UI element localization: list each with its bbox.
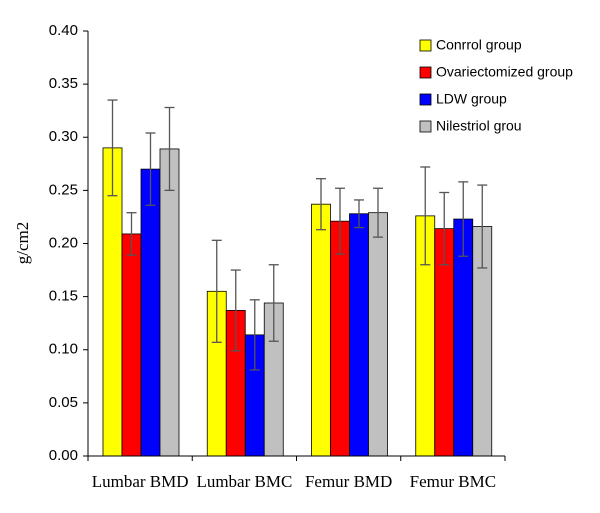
legend-swatch-2 xyxy=(419,66,432,79)
y-tick-label-2: 0.10 xyxy=(49,341,78,358)
legend-label-3: LDW group xyxy=(436,91,507,107)
category-label-4: Femur BMC xyxy=(410,472,496,491)
error-bar-3-2 xyxy=(249,299,260,371)
bar-1-3 xyxy=(311,203,331,457)
bars-layer xyxy=(102,147,493,457)
y-axis-title: g/cm2 xyxy=(13,222,32,265)
error-bar-4-3 xyxy=(373,187,383,238)
y-tick-label-3: 0.15 xyxy=(49,288,78,305)
error-bar-1-4 xyxy=(420,166,431,266)
error-bar-3-1 xyxy=(145,132,156,206)
legend-swatch-3 xyxy=(419,93,432,106)
error-bar-4-4 xyxy=(477,184,488,269)
error-bar-2-1 xyxy=(126,212,137,256)
error-bar-3-3 xyxy=(354,199,364,229)
category-label-3: Femur BMD xyxy=(305,472,392,491)
bar-4-3 xyxy=(368,212,388,457)
bar-2-1 xyxy=(121,233,142,457)
error-bar-1-2 xyxy=(211,239,222,343)
legend-label-2: Ovariectomized group xyxy=(436,64,573,80)
error-bar-2-2 xyxy=(230,269,241,352)
error-bar-2-4 xyxy=(439,191,450,266)
bar-3-3 xyxy=(349,213,369,457)
axes-layer: 0.00 0.05 0.10 0.15 0.20 0.25 0.30 0.35 0.40 Lumb… xyxy=(49,22,506,491)
y-tick-label-1: 0.05 xyxy=(49,394,78,411)
bar-4-1 xyxy=(159,148,180,457)
legend: Conrrol group Ovariectomized group LDW gro… xyxy=(419,37,573,134)
y-tick-label-6: 0.30 xyxy=(49,128,78,145)
y-tick-label-5: 0.25 xyxy=(49,181,78,198)
y-tick-label-7: 0.35 xyxy=(49,75,78,92)
category-label-2: Lumbar BMC xyxy=(196,472,292,491)
bar-2-3 xyxy=(330,220,350,457)
category-label-1: Lumbar BMD xyxy=(92,472,189,491)
legend-label-1: Conrrol group xyxy=(436,37,522,53)
y-tick-label-0: 0.00 xyxy=(49,447,78,464)
error-bar-4-1 xyxy=(164,106,175,192)
bar-3-1 xyxy=(140,168,161,457)
error-bars-layer xyxy=(107,99,488,371)
y-tick-label-8: 0.40 xyxy=(49,22,78,39)
legend-swatch-1 xyxy=(419,39,432,52)
legend-swatch-4 xyxy=(419,120,432,133)
error-bar-4-2 xyxy=(268,264,279,342)
y-tick-label-4: 0.20 xyxy=(49,234,78,251)
error-bar-1-3 xyxy=(316,178,326,231)
error-bar-1-1 xyxy=(107,99,118,197)
error-bar-3-4 xyxy=(458,181,469,257)
error-bar-2-3 xyxy=(335,187,345,255)
legend-label-4: Nilestriol grou xyxy=(436,118,522,134)
